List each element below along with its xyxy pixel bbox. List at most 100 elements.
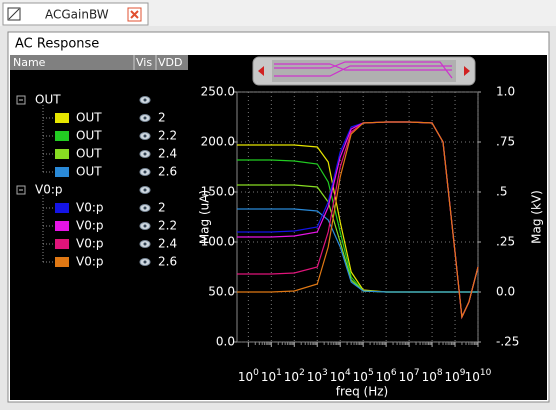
x-tick-base: 10 [422, 370, 437, 384]
legend-swatch [55, 203, 69, 213]
vis-pupil [143, 98, 147, 102]
series-line [237, 208, 478, 293]
tree-header [10, 55, 188, 70]
x-tick-label: 100 [238, 368, 259, 384]
legend-vdd: 2.6 [158, 255, 177, 269]
y2-tick-label: .75 [496, 135, 515, 149]
x-tick-label: 107 [399, 368, 420, 384]
y2-tick-label: .5 [496, 185, 507, 199]
legend-label: V0:p [76, 255, 104, 269]
legend-label: OUT [76, 147, 102, 161]
x-tick-exponent: 5 [368, 368, 374, 378]
x-tick-label: 105 [353, 368, 374, 384]
vis-pupil [143, 188, 147, 192]
overview-window [272, 60, 456, 82]
x-tick-exponent: 0 [253, 368, 259, 378]
vis-pupil [143, 260, 147, 264]
y-tick-label: 0.0 [216, 335, 235, 349]
vis-pupil [143, 116, 147, 120]
x-tick-base: 10 [445, 370, 460, 384]
legend-vdd: 2.6 [158, 165, 177, 179]
x-tick-base: 10 [261, 370, 276, 384]
header-vis: Vis [136, 56, 152, 69]
legend-swatch [55, 113, 69, 123]
legend-swatch [55, 257, 69, 267]
x-tick-exponent: 1 [276, 368, 282, 378]
x-tick-label: 103 [307, 368, 328, 384]
y-tick-label: 150.0 [201, 185, 235, 199]
x-tick-base: 10 [376, 370, 391, 384]
x-tick-exponent: 6 [391, 368, 397, 378]
y2-tick-label: .25 [496, 235, 515, 249]
vis-pupil [143, 170, 147, 174]
x-tick-base: 10 [284, 370, 299, 384]
y2-tick-label: -.25 [496, 335, 519, 349]
vis-pupil [143, 134, 147, 138]
group-label: OUT [35, 93, 61, 107]
y2-tick-label: 1.0 [496, 85, 515, 99]
legend-swatch [55, 131, 69, 141]
x-tick-base: 10 [307, 370, 322, 384]
x-tick-exponent: 9 [460, 368, 466, 378]
x-tick-base: 10 [465, 370, 480, 384]
legend-vdd: 2 [158, 201, 166, 215]
x-tick-exponent: 10 [480, 368, 492, 378]
tab-title: ACGainBW [45, 8, 109, 22]
legend-vdd: 2.4 [158, 147, 177, 161]
legend-vdd: 2.2 [158, 129, 177, 143]
legend-swatch [55, 221, 69, 231]
x-tick-label: 101 [261, 368, 282, 384]
overview-curves [274, 61, 453, 79]
plot-panel [188, 55, 547, 400]
header-vdd: VDD [158, 56, 182, 69]
vis-pupil [143, 206, 147, 210]
x-tick-base: 10 [238, 370, 253, 384]
x-tick-label: 106 [376, 368, 397, 384]
tree-panel [10, 70, 188, 400]
vis-pupil [143, 224, 147, 228]
header-name: Name [13, 56, 46, 69]
legend-label: OUT [76, 111, 102, 125]
x-axis-label: freq (Hz) [336, 385, 388, 399]
x-tick-exponent: 8 [437, 368, 443, 378]
legend-label: V0:p [76, 219, 104, 233]
x-tick-base: 10 [330, 370, 345, 384]
legend-label: OUT [76, 129, 102, 143]
x-tick-exponent: 7 [414, 368, 420, 378]
series-line [237, 121, 479, 320]
legend-vdd: 2 [158, 111, 166, 125]
y2-tick-label: 0.0 [496, 285, 515, 299]
legend-label: V0:p [76, 237, 104, 251]
y-tick-label: 50.0 [208, 285, 235, 299]
x-tick-base: 10 [399, 370, 414, 384]
x-tick-exponent: 4 [345, 368, 351, 378]
x-tick-label: 1010 [465, 368, 492, 384]
y-tick-label: 250.0 [201, 85, 235, 99]
legend-label: V0:p [76, 201, 104, 215]
legend-vdd: 2.4 [158, 237, 177, 251]
close-icon [130, 10, 139, 19]
y-tick-label: 200.0 [201, 135, 235, 149]
tab-icon-line [8, 8, 20, 20]
panel-title: AC Response [15, 37, 99, 52]
group-label: V0:p [35, 183, 63, 197]
legend-swatch [55, 167, 69, 177]
legend-swatch [55, 149, 69, 159]
legend-vdd: 2.2 [158, 219, 177, 233]
legend-swatch [55, 239, 69, 249]
y2-axis-label: Mag (kV) [530, 190, 544, 244]
x-tick-label: 102 [284, 368, 305, 384]
x-tick-exponent: 2 [299, 368, 305, 378]
x-tick-label: 108 [422, 368, 443, 384]
x-tick-base: 10 [353, 370, 368, 384]
vis-pupil [143, 242, 147, 246]
legend-label: OUT [76, 165, 102, 179]
x-tick-exponent: 3 [322, 368, 328, 378]
x-tick-label: 104 [330, 368, 351, 384]
x-tick-label: 109 [445, 368, 466, 384]
tab[interactable] [2, 2, 149, 26]
y-tick-label: 100.0 [201, 235, 235, 249]
y-axis-label: Mag (uA) [198, 190, 212, 244]
vis-pupil [143, 152, 147, 156]
